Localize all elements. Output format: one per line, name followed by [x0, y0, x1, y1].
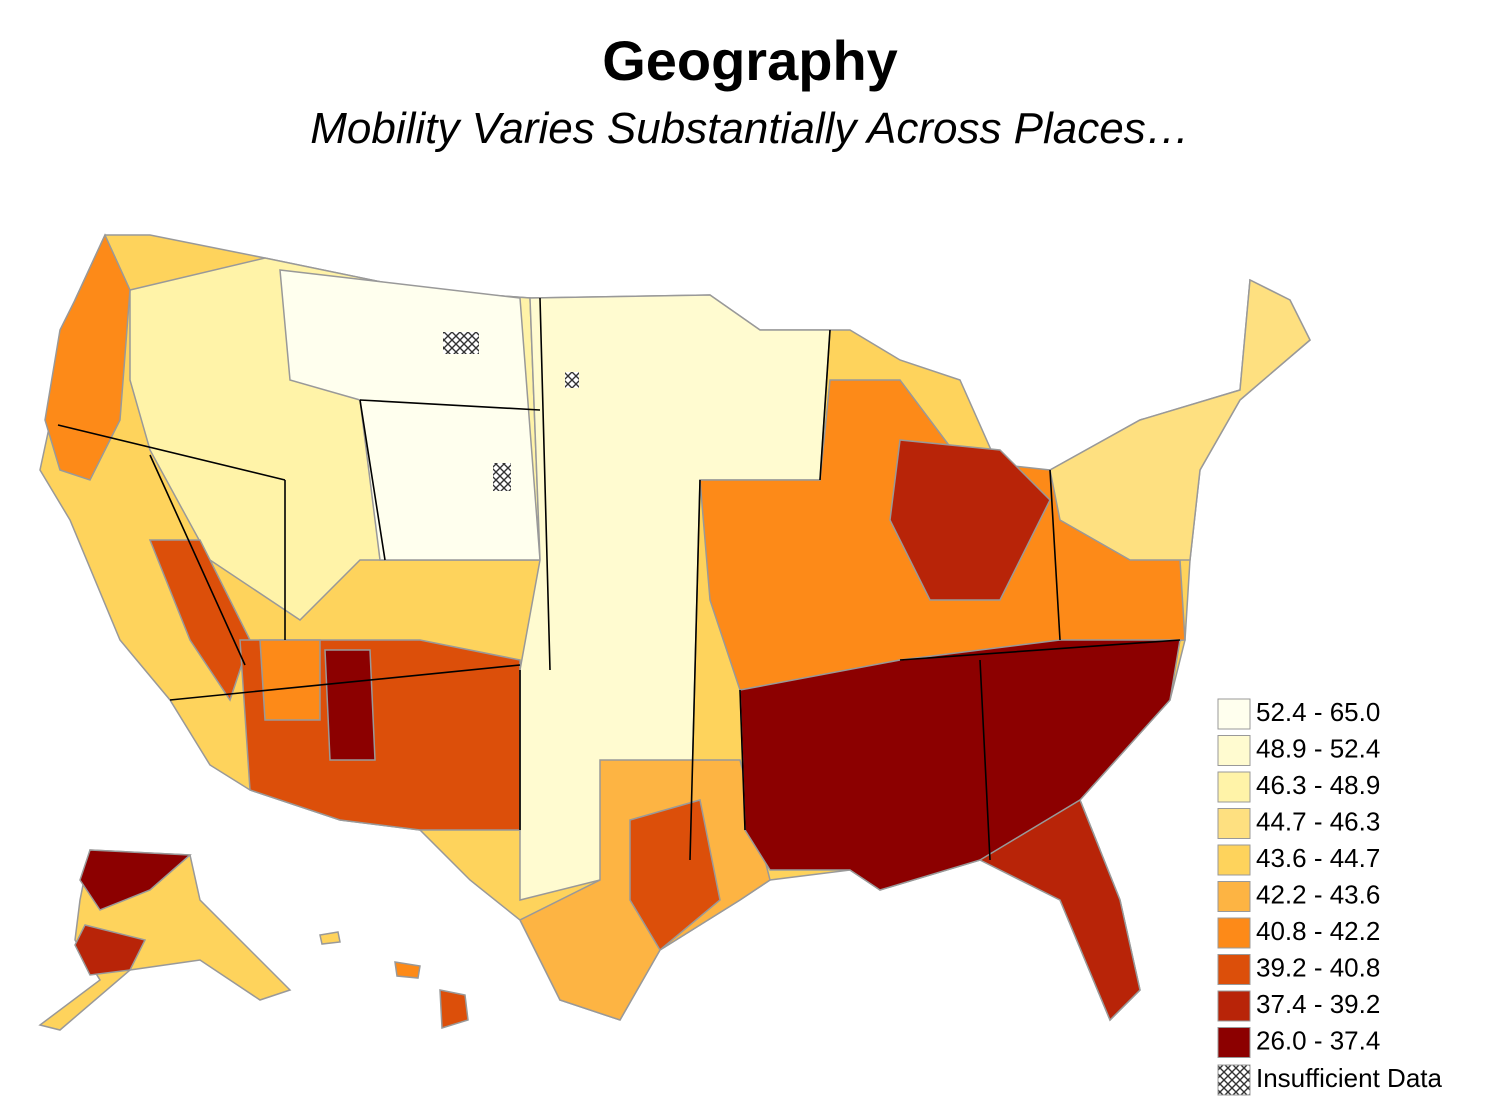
legend-swatch [1217, 917, 1251, 949]
legend-label: 46.3 - 48.9 [1256, 770, 1380, 800]
legend-label: 52.4 - 65.0 [1256, 697, 1380, 727]
legend-swatch [1217, 954, 1251, 985]
region [739, 639, 1181, 891]
region-no-data [443, 332, 479, 354]
region [978, 798, 1141, 1022]
legend-label: 42.2 - 43.6 [1256, 879, 1380, 909]
region [148, 539, 251, 702]
legend-label: 37.4 - 39.2 [1256, 989, 1380, 1019]
legend-label: 40.8 - 42.2 [1256, 916, 1380, 946]
map [38, 233, 1311, 1031]
region [439, 989, 469, 1029]
legend-swatch [1217, 735, 1251, 766]
state-borders [57, 297, 1181, 861]
legend-swatch [1217, 808, 1251, 839]
legend-swatch [1217, 990, 1251, 1022]
subtitle: Mobility Varies Substantially Across Pla… [310, 104, 1190, 153]
region [629, 799, 721, 952]
region-no-data [565, 372, 579, 388]
region [74, 924, 147, 976]
legend-swatch [1217, 698, 1251, 730]
region [44, 233, 131, 481]
region [319, 931, 341, 945]
legend: Insufficient Data 52.4 - 65.0 48.9 - 52.4… [1217, 697, 1443, 1096]
legend-label: 48.9 - 52.4 [1256, 733, 1380, 763]
legend-label: 26.0 - 37.4 [1256, 1025, 1380, 1055]
region [889, 439, 1051, 601]
region [394, 961, 421, 979]
region [1049, 278, 1311, 561]
title: Geography [602, 29, 898, 92]
region [79, 849, 192, 911]
region [324, 649, 376, 761]
region [259, 639, 321, 721]
legend-label: Insufficient Data [1256, 1063, 1443, 1093]
legend-swatch [1217, 1027, 1251, 1058]
legend-label: 44.7 - 46.3 [1256, 806, 1380, 836]
legend-swatch [1217, 881, 1251, 912]
legend-swatch [1217, 771, 1251, 803]
legend-label: 39.2 - 40.8 [1256, 952, 1380, 982]
legend-label: 43.6 - 44.7 [1256, 843, 1380, 873]
region-no-data [493, 463, 511, 491]
legend-swatch [1217, 844, 1251, 876]
legend-swatch [1217, 1064, 1251, 1096]
